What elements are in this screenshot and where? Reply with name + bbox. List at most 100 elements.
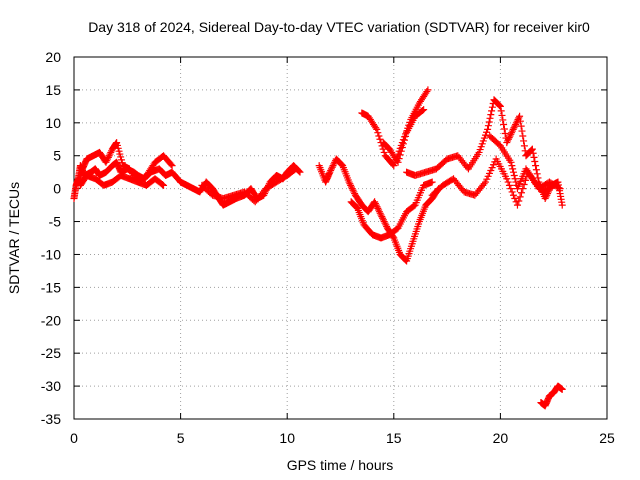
y-tick-label: 15 [45, 82, 61, 98]
data-point [488, 107, 496, 115]
data-point [379, 214, 387, 222]
data-point [496, 102, 504, 110]
data-point [519, 132, 527, 140]
data-point [515, 114, 523, 122]
data-point [505, 181, 513, 189]
data-point [517, 189, 525, 197]
data-point [337, 160, 345, 168]
data-point [518, 127, 526, 135]
data-point [510, 171, 518, 179]
data-point [347, 183, 355, 191]
data-point [496, 102, 504, 110]
data-point [326, 168, 334, 176]
data-point [400, 136, 408, 144]
y-tick-label: -20 [41, 312, 61, 328]
data-point [104, 153, 112, 161]
data-point [506, 132, 514, 140]
data-point [532, 166, 540, 174]
data-point [420, 106, 428, 114]
x-axis-ticks: 0 5 10 15 20 25 [70, 57, 615, 446]
data-point [504, 178, 512, 186]
data-point [508, 129, 516, 137]
data-point [158, 181, 166, 189]
data-point [541, 195, 549, 203]
data-point [509, 125, 517, 133]
data-point [520, 142, 528, 150]
data-point [350, 188, 358, 196]
data-point [394, 158, 402, 166]
data-point [104, 155, 112, 163]
data-point [397, 147, 405, 155]
data-point [508, 162, 516, 170]
data-point [511, 195, 519, 203]
data-point [516, 112, 524, 120]
series-seg4a [403, 96, 566, 209]
data-point [528, 146, 536, 154]
data-point [484, 122, 492, 130]
data-point [542, 193, 550, 201]
data-point [513, 201, 521, 209]
data-point [528, 145, 536, 153]
data-point [160, 181, 168, 189]
data-point [423, 88, 431, 96]
data-point [507, 130, 515, 138]
data-point [520, 181, 528, 189]
data-point [380, 218, 388, 226]
data-point [379, 216, 387, 224]
data-point [374, 204, 382, 212]
plot-border [73, 56, 608, 420]
data-point [484, 125, 492, 133]
data-point [291, 166, 299, 174]
data-point [487, 111, 495, 119]
data-point [327, 165, 335, 173]
data-point [106, 150, 114, 158]
series-seg5 [537, 382, 566, 410]
data-point [507, 185, 515, 193]
series-seg4c [486, 132, 558, 196]
x-tick-label: 15 [386, 430, 402, 446]
data-point [168, 162, 176, 170]
data-point [556, 185, 564, 193]
data-point [510, 124, 518, 132]
data-point [105, 152, 113, 160]
data-point [511, 122, 519, 130]
data-point [532, 162, 540, 170]
data-point [529, 149, 537, 157]
data-point [488, 103, 496, 111]
data-point [296, 168, 304, 176]
x-axis-label: GPS time / hours [287, 457, 394, 473]
data-point [520, 137, 528, 145]
data-point [515, 197, 523, 205]
data-point [555, 184, 563, 192]
data-point [376, 209, 384, 217]
series-seg1b [74, 139, 176, 186]
data-point [511, 175, 519, 183]
data-point [534, 174, 542, 182]
data-point [379, 145, 387, 153]
data-point [499, 116, 507, 124]
data-point [377, 211, 385, 219]
series-seg3d [379, 106, 428, 166]
data-point [352, 203, 360, 211]
data-point [517, 122, 525, 130]
data-point [373, 125, 381, 133]
y-tick-label: -5 [49, 214, 62, 230]
data-point [507, 158, 515, 166]
data-point [509, 191, 517, 199]
data-point [509, 168, 517, 176]
x-tick-label: 10 [279, 430, 295, 446]
data-point [376, 135, 384, 143]
series-seg2 [177, 162, 304, 209]
data-point [103, 157, 111, 165]
chart-title: Day 318 of 2024, Sidereal Day-to-day VTE… [88, 19, 590, 35]
x-tick-label: 20 [493, 430, 509, 446]
series-seg4b [428, 155, 564, 209]
y-axis-ticks: -35 -30 -25 -20 -15 -10 -5 0 5 10 15 20 [41, 49, 607, 427]
data-point [508, 127, 516, 135]
data-point [428, 178, 436, 186]
data-point [371, 198, 379, 206]
data-point [533, 170, 541, 178]
y-tick-label: 20 [45, 49, 61, 65]
series-seg1c [76, 171, 168, 189]
